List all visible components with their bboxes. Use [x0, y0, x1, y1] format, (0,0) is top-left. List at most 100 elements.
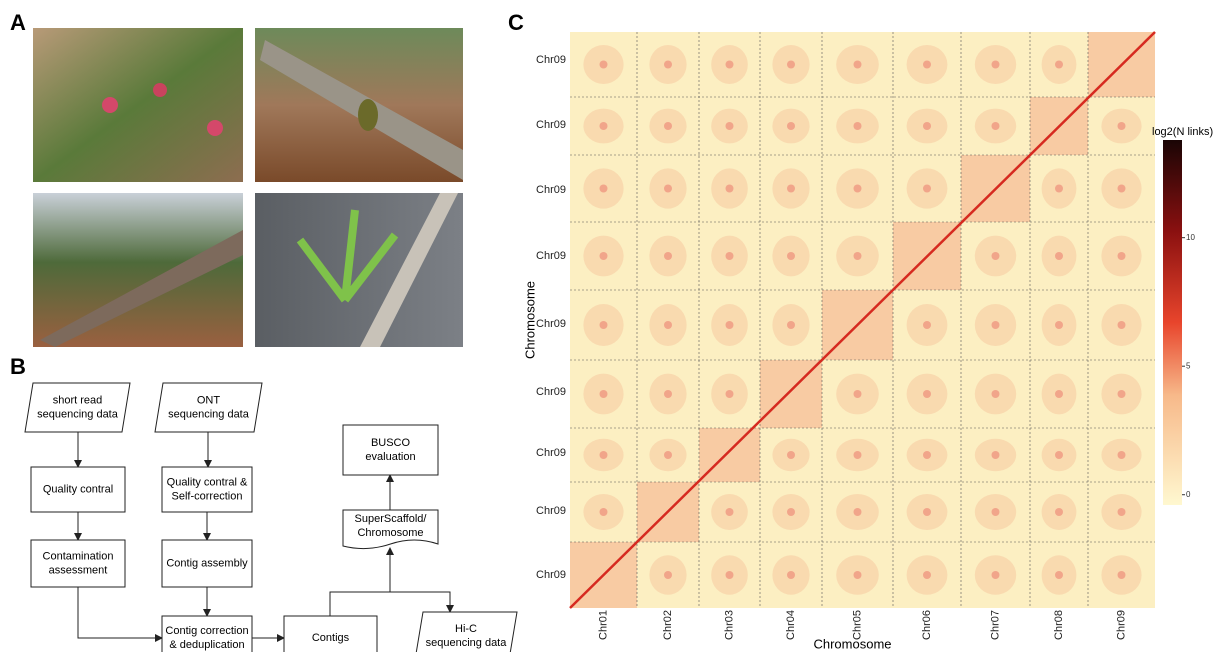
contact-pattern	[664, 571, 672, 579]
diagonal	[569, 31, 1156, 609]
contact-pattern	[923, 571, 931, 579]
contact-pattern	[599, 390, 608, 398]
contact-pattern	[599, 321, 608, 329]
contact-pattern	[599, 122, 608, 130]
contact-pattern	[725, 252, 734, 260]
process-box	[283, 615, 378, 652]
contact-pattern	[853, 60, 862, 69]
contact-pattern	[923, 184, 931, 193]
heatmap: Chr09 Chr09 Chr09 Chr09 Chr09 Chr09 Chr09 Chr09…	[522, 31, 1213, 651]
contact-pattern	[1055, 60, 1063, 69]
y-tick-label: Chr09	[536, 119, 566, 131]
node-label: Quality contral &	[167, 476, 248, 488]
y-tick-label: Chr09	[536, 505, 566, 517]
contact-pattern	[599, 60, 608, 69]
panel-label: C	[508, 10, 524, 35]
node-label: Hi-C	[455, 623, 477, 635]
node-label: evaluation	[365, 451, 415, 463]
contact-pattern	[853, 571, 862, 579]
contact-pattern	[1055, 508, 1063, 516]
process-box	[161, 466, 253, 513]
contact-pattern	[725, 390, 734, 398]
y-tick-label: Chr09	[536, 386, 566, 398]
node-label: assessment	[49, 564, 108, 576]
photo	[33, 28, 243, 182]
contact-pattern	[664, 321, 672, 329]
x-tick-label: Chr01	[597, 610, 609, 640]
contact-pattern	[787, 252, 795, 260]
contact-pattern	[923, 390, 931, 398]
contact-pattern	[853, 390, 862, 398]
y-tick-label: Chr09	[536, 447, 566, 459]
x-tick-label: Chr02	[662, 610, 674, 640]
contact-pattern	[991, 60, 1000, 69]
contact-pattern	[787, 60, 795, 69]
x-tick-label: Chr04	[785, 610, 797, 640]
contact-pattern	[991, 451, 1000, 459]
colorbar	[1163, 140, 1182, 505]
contact-pattern	[1055, 321, 1063, 329]
contact-pattern	[725, 122, 734, 130]
contact-pattern	[599, 508, 608, 516]
contact-pattern	[853, 184, 862, 193]
node-label: BUSCO	[371, 437, 411, 449]
process-box	[342, 424, 439, 476]
photo-detail	[358, 99, 378, 131]
data-box	[415, 611, 518, 652]
contact-pattern	[599, 252, 608, 260]
arrow	[390, 591, 454, 613]
contact-pattern	[787, 508, 795, 516]
process-box	[30, 539, 126, 588]
node-label: Contig assembly	[166, 557, 248, 569]
node-label: SuperScaffold/	[355, 513, 428, 525]
contact-pattern	[787, 451, 795, 459]
document-box	[342, 509, 439, 550]
contact-pattern	[923, 60, 931, 69]
contact-pattern	[664, 451, 672, 459]
y-tick-label: Chr09	[536, 318, 566, 330]
contact-pattern	[1117, 321, 1126, 329]
y-tick-label: Chr09	[536, 184, 566, 196]
contact-pattern	[599, 451, 608, 459]
photo-detail	[153, 83, 167, 97]
contact-pattern	[664, 60, 672, 69]
photo-detail	[40, 230, 243, 347]
y-tick-label: Chr09	[536, 569, 566, 581]
colorbar-title: log2(N links)	[1152, 126, 1213, 138]
node-label: Chromosome	[357, 527, 423, 539]
node-label: sequencing data	[426, 637, 508, 649]
photos	[33, 28, 463, 347]
contact-pattern	[599, 184, 608, 193]
contact-pattern	[991, 508, 1000, 516]
contact-pattern	[923, 451, 931, 459]
contact-pattern	[787, 321, 795, 329]
contact-pattern	[1055, 451, 1063, 459]
x-tick-label: Chr07	[989, 610, 1001, 640]
node-label: Contigs	[312, 632, 350, 644]
contact-pattern	[1055, 252, 1063, 260]
x-tick-label: Chr08	[1053, 610, 1065, 640]
node-label: Quality contral	[43, 483, 113, 495]
node-label: short read	[53, 394, 103, 406]
contact-pattern	[1117, 184, 1126, 193]
flowchart: short read sequencing data ONT sequencing d…	[24, 382, 518, 652]
process-box	[161, 615, 253, 652]
contact-pattern	[664, 122, 672, 130]
contact-pattern	[923, 508, 931, 516]
contact-pattern	[1055, 571, 1063, 579]
contact-pattern	[787, 122, 795, 130]
contact-pattern	[664, 184, 672, 193]
contact-pattern	[787, 184, 795, 193]
photo-detail	[296, 209, 399, 303]
contact-pattern	[1117, 390, 1126, 398]
node-label: Self-correction	[172, 490, 243, 502]
contact-pattern	[664, 252, 672, 260]
contact-pattern	[991, 571, 1000, 579]
contact-pattern	[725, 184, 734, 193]
node-label: Contamination	[43, 550, 114, 562]
colorbar-tick-label: 10	[1186, 233, 1195, 242]
contact-pattern	[1117, 508, 1126, 516]
process-box	[30, 466, 126, 513]
contact-pattern	[991, 252, 1000, 260]
node-label: & deduplication	[169, 639, 244, 651]
